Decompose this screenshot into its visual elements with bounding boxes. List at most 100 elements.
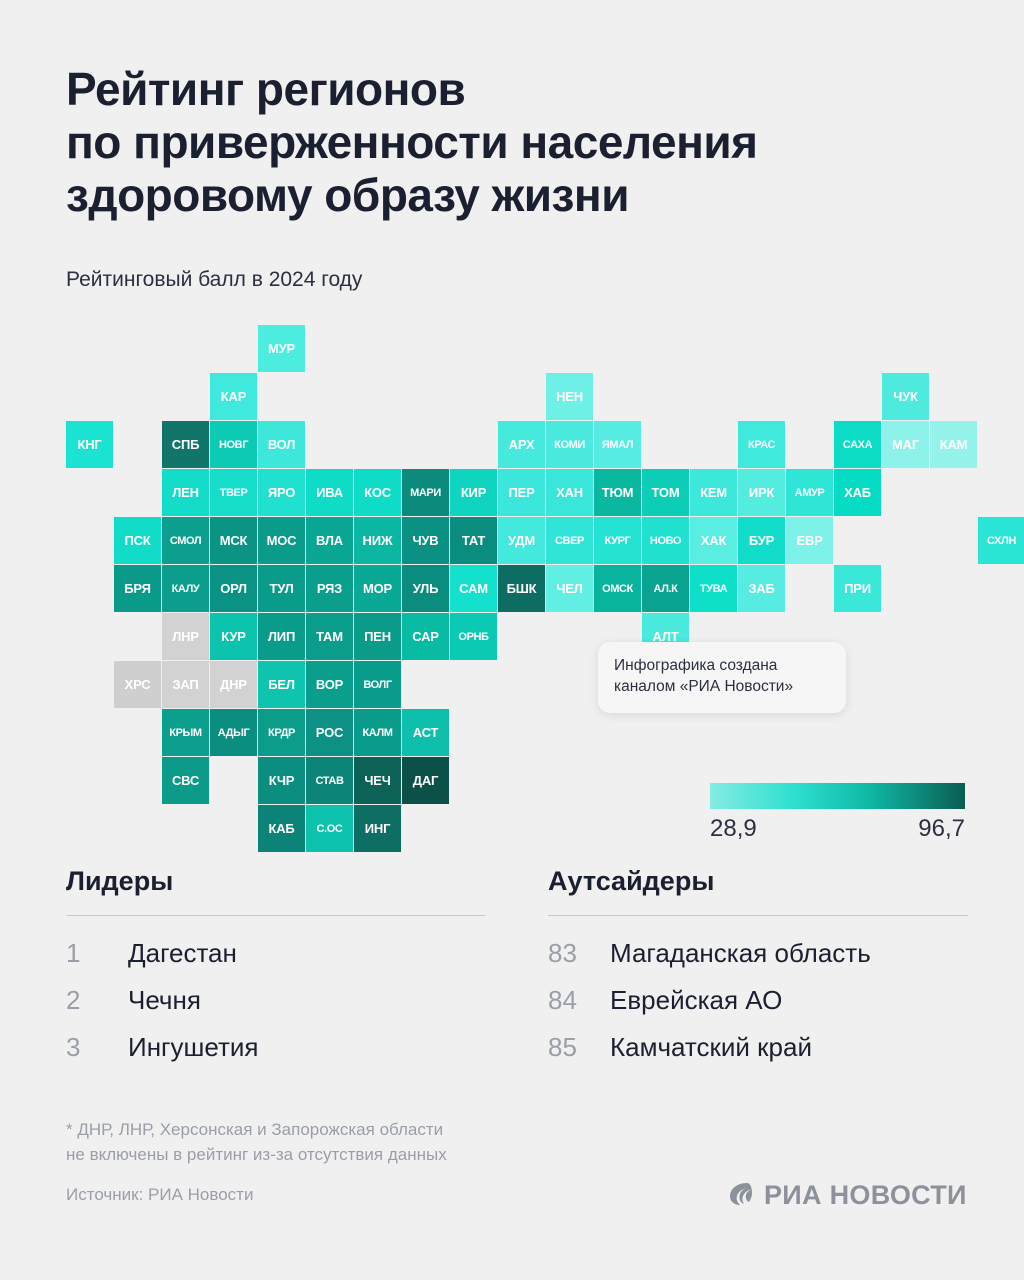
map-tile-мари[interactable]: МАРИ [402, 469, 449, 516]
map-tile-волг[interactable]: ВОЛГ [354, 661, 401, 708]
map-tile-сам[interactable]: САМ [450, 565, 497, 612]
map-tile-схлн[interactable]: СХЛН [978, 517, 1024, 564]
map-tile-калу[interactable]: КАЛУ [162, 565, 209, 612]
leaders-divider [66, 915, 486, 916]
map-tile-бря[interactable]: БРЯ [114, 565, 161, 612]
map-tile-чеч[interactable]: ЧЕЧ [354, 757, 401, 804]
map-tile-твер[interactable]: ТВЕР [210, 469, 257, 516]
map-tile-коми[interactable]: КОМИ [546, 421, 593, 468]
map-tile-хрс[interactable]: ХРС [114, 661, 161, 708]
map-tile-адыг[interactable]: АДЫГ [210, 709, 257, 756]
map-tile-пер[interactable]: ПЕР [498, 469, 545, 516]
map-tile-крас[interactable]: КРАС [738, 421, 785, 468]
map-tile-даг[interactable]: ДАГ [402, 757, 449, 804]
map-tile-ниж[interactable]: НИЖ [354, 517, 401, 564]
map-tile-свер[interactable]: СВЕР [546, 517, 593, 564]
map-tile-арх[interactable]: АРХ [498, 421, 545, 468]
map-tile-кург[interactable]: КУРГ [594, 517, 641, 564]
map-tile-днр[interactable]: ДНР [210, 661, 257, 708]
map-tile-орл[interactable]: ОРЛ [210, 565, 257, 612]
map-tile-омск[interactable]: ОМСК [594, 565, 641, 612]
map-tile-чув[interactable]: ЧУВ [402, 517, 449, 564]
map-tile-там[interactable]: ТАМ [306, 613, 353, 660]
map-tile-спб[interactable]: СПБ [162, 421, 209, 468]
map-tile-ново[interactable]: НОВО [642, 517, 689, 564]
title-line-1: Рейтинг регионов [66, 63, 466, 115]
map-tile-кчр[interactable]: КЧР [258, 757, 305, 804]
map-tile-вла[interactable]: ВЛА [306, 517, 353, 564]
rank-region-name: Магаданская область [610, 938, 871, 968]
map-tile-тюм[interactable]: ТЮМ [594, 469, 641, 516]
map-tile-бур[interactable]: БУР [738, 517, 785, 564]
map-tile-свс[interactable]: СВС [162, 757, 209, 804]
map-tile-калм[interactable]: КАЛМ [354, 709, 401, 756]
map-tile-рос[interactable]: РОС [306, 709, 353, 756]
map-tile-ямал[interactable]: ЯМАЛ [594, 421, 641, 468]
map-tile-мор[interactable]: МОР [354, 565, 401, 612]
legend-max-value: 96,7 [918, 815, 965, 842]
map-tile-ирк[interactable]: ИРК [738, 469, 785, 516]
map-tile-заб[interactable]: ЗАБ [738, 565, 785, 612]
footnote: * ДНР, ЛНР, Херсонская и Запорожская обл… [66, 1118, 447, 1167]
map-tile-уль[interactable]: УЛЬ [402, 565, 449, 612]
map-tile-крдр[interactable]: КРДР [258, 709, 305, 756]
map-tile-смол[interactable]: СМОЛ [162, 517, 209, 564]
map-tile-кир[interactable]: КИР [450, 469, 497, 516]
map-tile-кнг[interactable]: КНГ [66, 421, 113, 468]
map-tile-чел[interactable]: ЧЕЛ [546, 565, 593, 612]
map-tile-кур[interactable]: КУР [210, 613, 257, 660]
map-tile-сос[interactable]: С.ОС [306, 805, 353, 852]
map-tile-вор[interactable]: ВОР [306, 661, 353, 708]
map-tile-новг[interactable]: НОВГ [210, 421, 257, 468]
map-tile-чук[interactable]: ЧУК [882, 373, 929, 420]
map-tile-пен[interactable]: ПЕН [354, 613, 401, 660]
map-tile-ряз[interactable]: РЯЗ [306, 565, 353, 612]
map-tile-удм[interactable]: УДМ [498, 517, 545, 564]
map-tile-том[interactable]: ТОМ [642, 469, 689, 516]
map-tile-лип[interactable]: ЛИП [258, 613, 305, 660]
map-tile-тува[interactable]: ТУВА [690, 565, 737, 612]
map-tile-став[interactable]: СТАВ [306, 757, 353, 804]
map-tile-амур[interactable]: АМУР [786, 469, 833, 516]
map-tile-яро[interactable]: ЯРО [258, 469, 305, 516]
map-tile-хан[interactable]: ХАН [546, 469, 593, 516]
map-tile-пск[interactable]: ПСК [114, 517, 161, 564]
map-tile-евр[interactable]: ЕВР [786, 517, 833, 564]
source-label: Источник: РИА Новости [66, 1185, 254, 1204]
map-tile-хаб[interactable]: ХАБ [834, 469, 881, 516]
rank-number: 2 [66, 985, 81, 1015]
map-tile-при[interactable]: ПРИ [834, 565, 881, 612]
map-tile-аст[interactable]: АСТ [402, 709, 449, 756]
map-tile-лен[interactable]: ЛЕН [162, 469, 209, 516]
ria-swirl-icon [725, 1178, 755, 1213]
rank-region-name: Дагестан [128, 938, 237, 968]
map-tile-мур[interactable]: МУР [258, 325, 305, 372]
attribution-line-1: Инфографика создана [614, 657, 778, 674]
map-tile-каб[interactable]: КАБ [258, 805, 305, 852]
map-tile-мос[interactable]: МОС [258, 517, 305, 564]
map-tile-крым[interactable]: КРЫМ [162, 709, 209, 756]
map-tile-лнр[interactable]: ЛНР [162, 613, 209, 660]
map-tile-кос[interactable]: КОС [354, 469, 401, 516]
map-tile-бшк[interactable]: БШК [498, 565, 545, 612]
map-tile-кем[interactable]: КЕМ [690, 469, 737, 516]
map-tile-кар[interactable]: КАР [210, 373, 257, 420]
map-tile-тул[interactable]: ТУЛ [258, 565, 305, 612]
map-tile-хак[interactable]: ХАК [690, 517, 737, 564]
map-tile-ива[interactable]: ИВА [306, 469, 353, 516]
map-tile-инг[interactable]: ИНГ [354, 805, 401, 852]
map-tile-вол[interactable]: ВОЛ [258, 421, 305, 468]
map-tile-нен[interactable]: НЕН [546, 373, 593, 420]
map-tile-тат[interactable]: ТАТ [450, 517, 497, 564]
map-tile-маг[interactable]: МАГ [882, 421, 929, 468]
map-tile-мск[interactable]: МСК [210, 517, 257, 564]
rank-number: 3 [66, 1032, 81, 1062]
map-tile-алк[interactable]: АЛ.К [642, 565, 689, 612]
map-tile-саха[interactable]: САХА [834, 421, 881, 468]
map-tile-зап[interactable]: ЗАП [162, 661, 209, 708]
map-tile-бел[interactable]: БЕЛ [258, 661, 305, 708]
map-tile-кам[interactable]: КАМ [930, 421, 977, 468]
map-tile-орнб[interactable]: ОРНБ [450, 613, 497, 660]
map-tile-сар[interactable]: САР [402, 613, 449, 660]
ria-logo-text: РИА НОВОСТИ [764, 1180, 967, 1210]
